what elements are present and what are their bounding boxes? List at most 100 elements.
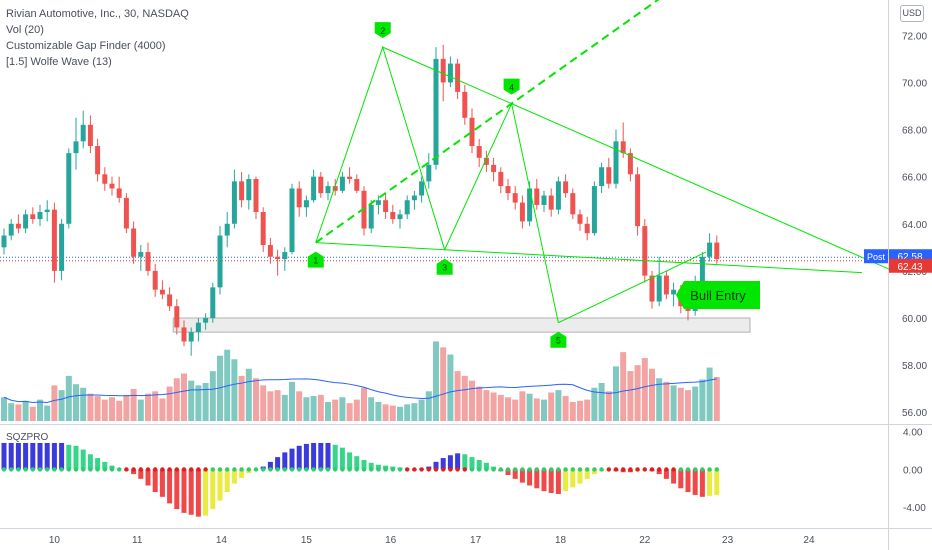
wolfe-marker [307,251,324,268]
wolfe-line-5 [558,251,707,324]
oscillator-bar [447,455,453,470]
volume-bar [569,402,576,421]
candle-body [584,223,590,234]
candle-body [95,146,101,175]
squeeze-dot [685,467,691,472]
price-tick-label: 60.00 [902,314,927,325]
candle-body [512,193,518,203]
candle-body [505,186,511,194]
squeeze-dot [30,467,35,472]
volume-bar [454,371,461,421]
squeeze-dot [261,467,266,472]
chart-legend: Rivian Automotive, Inc., 30, NASDAQ Vol … [6,6,189,70]
volume-bar [476,386,483,421]
time-tick-label: 22 [639,535,651,546]
squeeze-dot [16,467,21,472]
volume-bar [181,373,187,421]
candle-body [383,200,389,212]
oscillator-bar [440,458,446,470]
candle-body [469,117,475,147]
candle-body [627,153,633,175]
candle-body [447,63,453,83]
volume-bar [274,390,281,421]
gap-zone [172,317,751,333]
candle-body [289,188,295,253]
oscillator-bar [275,457,281,470]
squeeze-dot [297,467,302,472]
candle-body [483,157,489,165]
candle-body [231,181,237,224]
candle-body [275,256,281,260]
squeeze-dot [426,467,431,472]
wolfe-point-label: 3 [442,263,447,273]
oscillator-bar [548,469,554,494]
candle-body [203,318,209,323]
squeeze-dot [671,467,676,472]
indicator-gap-finder[interactable]: Customizable Gap Finder (4000) [6,40,166,52]
volume-bar [605,391,612,421]
wolfe-line-2-4 [382,46,896,273]
volume-bar [620,352,627,421]
candle-body [339,176,345,191]
candle-body [663,275,669,295]
squeeze-dot [657,467,662,472]
oscillator-label[interactable]: SQZPRO [6,432,49,443]
volume-bar [685,390,691,421]
squeeze-dot [693,467,698,472]
squeeze-dot [433,467,439,472]
candle-body [462,91,468,118]
volume-bar [58,390,65,421]
volume-bar [281,394,288,421]
indicator-wolfe-wave[interactable]: [1.5] Wolfe Wave (13) [6,56,112,68]
squeeze-dot [383,467,388,472]
oscillator-bar [318,442,324,470]
oscillator-bar [325,442,331,470]
price-tick-label: 66.00 [902,173,927,184]
candle-body [368,204,374,229]
oscillator-bar [527,469,533,486]
oscillator-tick-label: 0.00 [903,465,923,476]
wolfe-point-label: 2 [380,26,385,36]
squeeze-dot [678,467,683,472]
oscillator-bar [210,469,216,510]
squeeze-dot [570,467,575,472]
oscillator-bar [311,442,317,470]
volume-bar [123,394,130,421]
wolfe-point-label: 5 [556,336,561,346]
candle-body [354,179,360,191]
oscillator-bar [563,469,569,492]
candle-body [606,167,612,184]
candle-body [145,252,151,271]
oscillator-bar [699,469,705,497]
currency-button[interactable]: USD [900,5,924,22]
volume-bar [253,378,259,421]
squeeze-dot [318,467,323,472]
candle-body [195,322,201,333]
price-tick-label: 58.00 [902,361,927,372]
volume-bar [238,375,245,421]
volume-bar [375,402,382,421]
oscillator-bar [87,454,93,470]
squeeze-dot [217,467,223,472]
oscillator-bar [678,469,684,489]
indicator-volume[interactable]: Vol (20) [6,24,44,36]
volume-bar [332,399,339,421]
squeeze-dot [9,467,14,472]
candle-body [210,287,216,318]
time-tick-label: 10 [49,535,61,546]
oscillator-tick-label: 4.00 [903,428,923,439]
candle-body [282,252,288,260]
symbol-title: Rivian Automotive, Inc., 30, NASDAQ [6,8,189,20]
candle-body [491,164,497,172]
volume-bar [202,383,209,421]
wolfe-point-3: 3 [436,258,453,275]
volume-bar [692,386,699,421]
volume-bar [130,388,137,421]
candle-body [577,214,583,224]
bull-entry-text: Bull Entry [690,288,746,303]
oscillator-bar [159,469,165,497]
squeeze-dot [340,467,345,472]
oscillator-bar [512,469,518,479]
squeeze-dot [484,467,489,472]
